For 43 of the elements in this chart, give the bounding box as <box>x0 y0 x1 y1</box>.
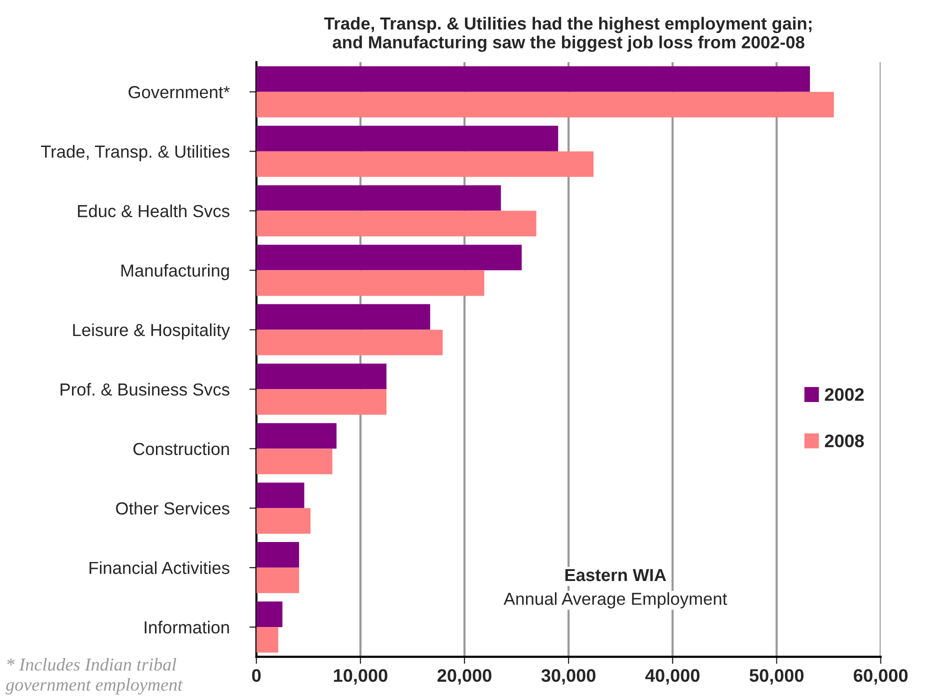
chart-title: Trade, Transp. & Utilities had the highest employment gain; and Manufacturing saw the biggest job loss from 2002-08 <box>324 16 812 52</box>
x-tick-label: 30,000 <box>541 669 596 685</box>
bar <box>256 508 311 534</box>
x-tick-label: 10,000 <box>334 669 388 685</box>
bar <box>256 389 386 415</box>
bar <box>256 542 300 568</box>
y-tick-label: Leisure & Hospitality <box>73 323 230 340</box>
y-tick-label: Manufacturing <box>121 264 229 280</box>
annotation: Eastern WIA <box>565 569 666 582</box>
legend-label: 2008 <box>824 434 864 448</box>
bar <box>256 364 386 390</box>
y-tick-label: Government* <box>128 86 230 98</box>
bar <box>256 627 278 653</box>
y-tick-label: Information <box>144 620 229 634</box>
bar <box>256 126 558 152</box>
bar <box>256 66 810 92</box>
y-tick-label: Trade, Transp. & Utilities <box>40 145 230 162</box>
bar <box>256 185 501 211</box>
bar <box>256 210 536 236</box>
bar <box>256 92 834 118</box>
x-tick-label: 40,000 <box>645 669 700 685</box>
bar <box>256 568 300 594</box>
annotation: Annual Average Employment <box>504 592 728 608</box>
y-tick-label: Construction <box>133 442 229 456</box>
bar <box>256 270 484 296</box>
bar <box>256 602 282 628</box>
bar <box>256 423 337 449</box>
bar <box>256 448 332 474</box>
legend-label: 2002 <box>824 388 864 401</box>
bar <box>256 151 594 177</box>
y-tick-label: Prof. & Business Svcs <box>60 382 230 396</box>
y-tick-label: Financial Activities <box>90 561 230 574</box>
x-tick-label: 0 <box>252 669 261 682</box>
y-tick-label: Educ & Health Svcs <box>78 204 230 218</box>
x-tick-label: 20,000 <box>438 669 492 685</box>
bar <box>256 304 430 330</box>
bar <box>256 330 443 356</box>
text: * Includes Indian tribal government employment <box>6 658 183 695</box>
x-tick-label: 60,000 <box>854 669 908 685</box>
bar <box>256 482 304 508</box>
y-tick-label: Other Services <box>116 502 230 515</box>
bar <box>256 244 522 270</box>
x-tick-label: 50,000 <box>750 669 804 685</box>
